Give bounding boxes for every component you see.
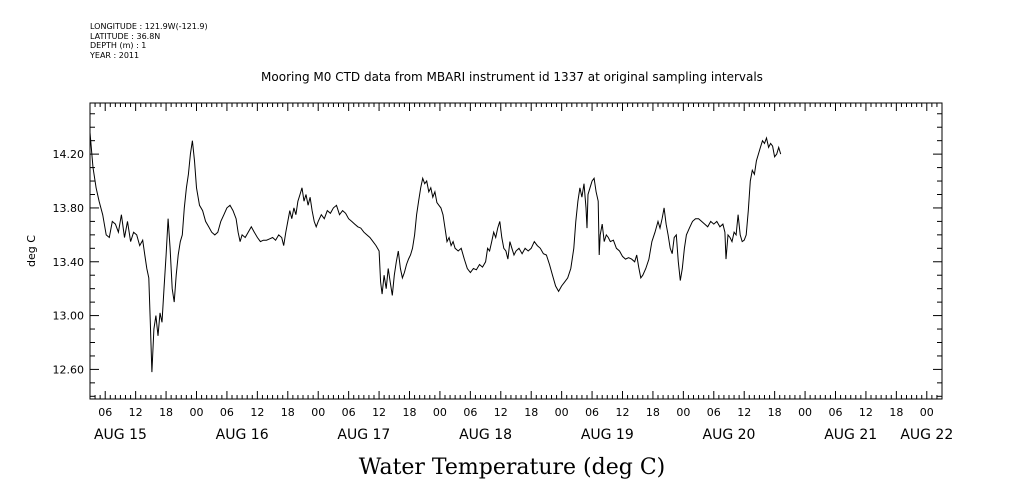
latitude-label: LATITUDE : 36.8N: [90, 31, 161, 41]
x-tick-label: 12: [616, 406, 630, 419]
x-tick-label: 18: [889, 406, 903, 419]
x-day-label: AUG 18: [459, 427, 512, 443]
x-axis: 06 12 18 00 06 12 18 00 06 12 18 00 06 12 18 00 06 12 18 00…: [89, 103, 953, 443]
x-day-label: AUG 20: [703, 427, 756, 443]
x-tick-label: 12: [129, 406, 143, 419]
x-tick-label: 00: [920, 406, 934, 419]
x-tick-label: 18: [159, 406, 173, 419]
y-tick-label: 12.60: [53, 363, 85, 376]
x-tick-label: 06: [98, 406, 112, 419]
x-tick-label: 18: [403, 406, 417, 419]
longitude-label: LONGITUDE : 121.9W(-121.9): [90, 22, 208, 31]
x-day-label: AUG 16: [216, 427, 269, 443]
x-tick-label: 12: [737, 406, 751, 419]
x-tick-label: 12: [250, 406, 264, 419]
x-tick-label: 00: [676, 406, 690, 419]
y-tick-label: 13.00: [53, 310, 85, 323]
x-tick-label: 06: [463, 406, 477, 419]
y-axis: 12.60 13.00 13.40 13.80 14.20: [53, 113, 942, 397]
x-day-label: AUG 19: [581, 427, 634, 443]
y-tick-label: 13.80: [53, 202, 85, 215]
x-tick-label: 00: [311, 406, 325, 419]
x-tick-label: 12: [494, 406, 508, 419]
x-tick-label: 06: [829, 406, 843, 419]
x-tick-label: 00: [555, 406, 569, 419]
y-tick-label: 13.40: [53, 256, 85, 269]
x-tick-label: 00: [190, 406, 204, 419]
x-tick-label: 12: [859, 406, 873, 419]
x-tick-label: 18: [768, 406, 782, 419]
x-tick-label: 06: [585, 406, 599, 419]
x-day-label: AUG 22: [900, 427, 953, 443]
x-day-label: AUG 17: [337, 427, 390, 443]
x-tick-label: 06: [707, 406, 721, 419]
x-day-label: AUG 15: [94, 427, 147, 443]
water-temperature-line: [89, 132, 782, 373]
depth-label: DEPTH (m) : 1: [90, 41, 147, 50]
x-tick-label: 18: [524, 406, 538, 419]
x-tick-label: 00: [798, 406, 812, 419]
chart-title: Mooring M0 CTD data from MBARI instrumen…: [261, 70, 763, 84]
x-axis-label: Water Temperature (deg C): [359, 455, 666, 480]
y-tick-label: 14.20: [53, 148, 85, 161]
x-tick-label: 18: [281, 406, 295, 419]
x-tick-label: 06: [220, 406, 234, 419]
y-axis-label: deg C: [25, 235, 38, 267]
metadata-block: LONGITUDE : 121.9W(-121.9) LATITUDE : 36…: [90, 22, 208, 60]
year-label: YEAR : 2011: [90, 50, 140, 60]
x-tick-label: 06: [342, 406, 356, 419]
x-tick-label: 12: [372, 406, 386, 419]
x-day-label: AUG 21: [824, 427, 877, 443]
x-tick-label: 00: [433, 406, 447, 419]
x-tick-label: 18: [646, 406, 660, 419]
